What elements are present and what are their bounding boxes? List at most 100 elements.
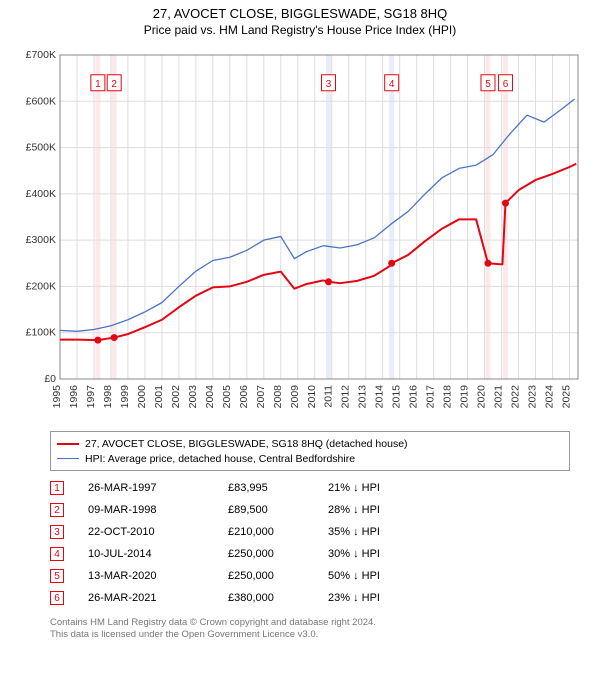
x-tick-label: 2005 (221, 385, 233, 409)
y-tick-label: £0 (44, 373, 56, 385)
y-tick-label: £500K (26, 142, 56, 154)
sales-row-hpi: 21% ↓ HPI (328, 482, 428, 494)
x-tick-label: 1998 (102, 385, 114, 409)
x-tick-label: 1999 (119, 385, 131, 409)
y-tick-label: £300K (26, 234, 56, 246)
x-tick-label: 2014 (374, 385, 386, 409)
x-tick-label: 1997 (85, 385, 97, 409)
sales-row-date: 26-MAR-2021 (88, 592, 228, 604)
chart-title: 27, AVOCET CLOSE, BIGGLESWADE, SG18 8HQ (0, 6, 600, 21)
sale-dot (388, 260, 395, 267)
x-tick-label: 2012 (340, 385, 352, 409)
x-tick-label: 2011 (323, 385, 335, 408)
legend-label: 27, AVOCET CLOSE, BIGGLESWADE, SG18 8HQ … (85, 438, 408, 450)
x-tick-label: 2003 (187, 385, 199, 409)
x-tick-label: 2018 (442, 385, 454, 409)
sale-dot (502, 200, 509, 207)
legend-row: HPI: Average price, detached house, Cent… (57, 451, 563, 466)
x-tick-label: 2019 (459, 385, 471, 409)
sales-row-date: 22-OCT-2010 (88, 526, 228, 538)
sales-row: 4 10-JUL-2014£250,00030% ↓ HPI (50, 543, 570, 565)
sales-row-marker: 4 (50, 547, 64, 561)
x-tick-label: 1996 (68, 385, 80, 409)
sales-row-price: £89,500 (228, 504, 328, 516)
attribution: Contains HM Land Registry data © Crown c… (50, 617, 570, 642)
sales-row-marker: 5 (50, 569, 64, 583)
y-tick-label: £600K (26, 95, 56, 107)
sale-dot (325, 278, 332, 285)
sale-band (112, 55, 117, 379)
sales-row-date: 09-MAR-1998 (88, 504, 228, 516)
sales-row-hpi: 28% ↓ HPI (328, 504, 428, 516)
sales-row: 5 13-MAR-2020£250,00050% ↓ HPI (50, 565, 570, 587)
legend-swatch (57, 443, 79, 445)
sales-row-hpi: 30% ↓ HPI (328, 548, 428, 560)
sales-row-price: £210,000 (228, 526, 328, 538)
sale-marker-num: 3 (326, 79, 332, 90)
sales-row-hpi: 23% ↓ HPI (328, 592, 428, 604)
x-tick-label: 2002 (170, 385, 182, 409)
sales-row-marker: 1 (50, 481, 64, 495)
x-tick-label: 2023 (527, 385, 539, 409)
x-tick-label: 2022 (510, 385, 522, 409)
x-tick-label: 2010 (306, 385, 318, 409)
sale-dot (484, 260, 491, 267)
x-tick-label: 2009 (289, 385, 301, 409)
sale-dot (111, 334, 118, 341)
sales-row-price: £250,000 (228, 548, 328, 560)
sale-dot (94, 337, 101, 344)
sale-band (485, 55, 490, 379)
y-tick-label: £200K (26, 280, 56, 292)
sale-band (326, 55, 331, 379)
x-tick-label: 2013 (357, 385, 369, 409)
sales-table: 1 26-MAR-1997£83,99521% ↓ HPI 2 09-MAR-1998… (50, 477, 570, 609)
price-chart-svg: £0 £100K £200K £300K £400K £500K £600K £700K 199… (10, 45, 590, 425)
x-tick-label: 2025 (561, 385, 573, 409)
sales-row-marker: 2 (50, 503, 64, 517)
sales-row-hpi: 35% ↓ HPI (328, 526, 428, 538)
x-tick-label: 2024 (544, 385, 556, 409)
sales-row: 2 09-MAR-1998£89,50028% ↓ HPI (50, 499, 570, 521)
sale-marker-num: 4 (389, 79, 395, 90)
y-tick-label: £700K (26, 49, 56, 61)
sales-row-date: 13-MAR-2020 (88, 570, 228, 582)
x-tick-label: 2017 (425, 385, 437, 409)
x-tick-label: 1995 (51, 385, 63, 409)
x-tick-label: 2008 (272, 385, 284, 409)
sale-band (389, 55, 394, 379)
x-tick-label: 2021 (493, 385, 505, 409)
x-tick-label: 2015 (391, 385, 403, 409)
sales-row-hpi: 50% ↓ HPI (328, 570, 428, 582)
x-tick-label: 2000 (136, 385, 148, 409)
sales-row-date: 10-JUL-2014 (88, 548, 228, 560)
chart-area: £0 £100K £200K £300K £400K £500K £600K £700K 199… (10, 45, 590, 425)
sales-row: 1 26-MAR-1997£83,99521% ↓ HPI (50, 477, 570, 499)
sales-row: 3 22-OCT-2010£210,00035% ↓ HPI (50, 521, 570, 543)
sale-marker-num: 2 (111, 79, 117, 90)
x-tick-label: 2016 (408, 385, 420, 409)
x-tick-label: 2001 (153, 385, 165, 409)
legend-row: 27, AVOCET CLOSE, BIGGLESWADE, SG18 8HQ … (57, 436, 563, 451)
sales-row-marker: 3 (50, 525, 64, 539)
sale-band (95, 55, 100, 379)
sales-row-date: 26-MAR-1997 (88, 482, 228, 494)
x-tick-label: 2020 (476, 385, 488, 409)
y-tick-label: £400K (26, 188, 56, 200)
sale-marker-num: 5 (485, 79, 491, 90)
sales-row: 626-MAR-2021£380,00023% ↓ HPI (50, 587, 570, 609)
sale-marker-num: 1 (95, 79, 101, 90)
legend-swatch (57, 458, 79, 459)
legend-label: HPI: Average price, detached house, Cent… (85, 453, 355, 465)
x-tick-label: 2007 (255, 385, 267, 409)
legend: 27, AVOCET CLOSE, BIGGLESWADE, SG18 8HQ … (50, 431, 570, 471)
attribution-line2: This data is licensed under the Open Gov… (50, 629, 570, 641)
y-tick-label: £100K (26, 327, 56, 339)
sales-row-price: £83,995 (228, 482, 328, 494)
sale-marker-num: 6 (503, 79, 509, 90)
x-tick-label: 2004 (204, 385, 216, 409)
attribution-line1: Contains HM Land Registry data © Crown c… (50, 617, 570, 629)
chart-subtitle: Price paid vs. HM Land Registry's House … (0, 23, 600, 37)
sales-row-price: £250,000 (228, 570, 328, 582)
x-tick-label: 2006 (238, 385, 250, 409)
sales-row-price: £380,000 (228, 592, 328, 604)
